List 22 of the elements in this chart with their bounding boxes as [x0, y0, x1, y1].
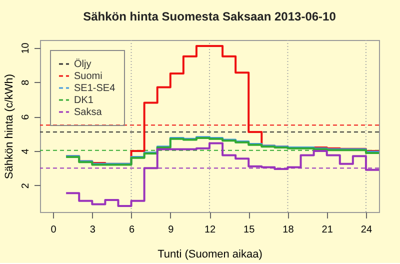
- x-tick-label: 12: [204, 224, 216, 236]
- x-tick-label: 24: [360, 224, 372, 236]
- legend-label: Saksa: [74, 107, 102, 118]
- legend-label: SE1-SE4: [74, 83, 116, 94]
- chart-title: Sähkön hinta Suomesta Saksaan 2013-06-10: [83, 10, 336, 24]
- y-tick-label: 8: [20, 79, 32, 86]
- x-tick-label: 3: [90, 224, 96, 236]
- x-tick-label: 9: [168, 224, 174, 236]
- legend-label: Suomi: [74, 71, 102, 82]
- x-tick-label: 0: [50, 224, 57, 236]
- y-tick-label: 6: [20, 114, 32, 120]
- legend-label: DK1: [74, 95, 94, 106]
- x-tick-label: 15: [244, 224, 256, 236]
- y-tick-label: 10: [20, 42, 32, 54]
- y-tick-label: 2: [20, 182, 32, 189]
- x-tick-label: 18: [282, 224, 294, 236]
- y-tick-label: 4: [20, 148, 32, 154]
- legend-label: Öljy: [74, 58, 92, 70]
- x-tick-label: 21: [322, 224, 334, 236]
- x-axis-title: Tunti (Suomen aikaa): [158, 248, 262, 260]
- y-axis-title: Sähkön hinta (c/kWh): [4, 74, 16, 180]
- x-tick-label: 6: [128, 224, 135, 236]
